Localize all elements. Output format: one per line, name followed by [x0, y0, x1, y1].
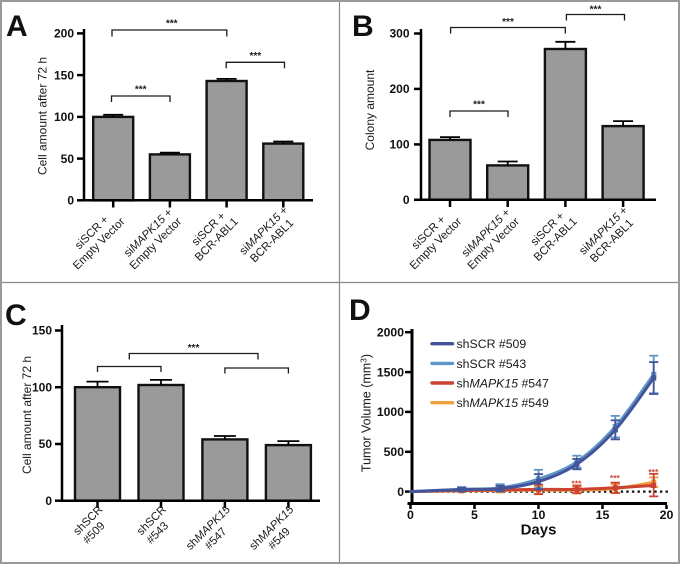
svg-text:D: D: [349, 294, 371, 327]
svg-text:***: ***: [502, 17, 514, 28]
svg-text:300: 300: [389, 27, 409, 41]
svg-text:0: 0: [407, 508, 414, 522]
svg-text:B: B: [352, 10, 374, 43]
svg-text:50: 50: [61, 152, 75, 166]
svg-text:15: 15: [596, 508, 610, 522]
svg-text:0: 0: [403, 193, 410, 207]
svg-text:***: ***: [648, 467, 659, 477]
svg-text:5: 5: [471, 508, 478, 522]
svg-text:***: ***: [610, 473, 621, 483]
svg-text:20: 20: [660, 508, 674, 522]
svg-text:50: 50: [39, 437, 53, 451]
svg-text:150: 150: [32, 324, 52, 338]
svg-text:A: A: [6, 10, 28, 43]
svg-text:Cell amount after 72 h: Cell amount after 72 h: [36, 57, 50, 175]
svg-text:100: 100: [389, 138, 409, 152]
svg-text:200: 200: [389, 82, 409, 96]
svg-text:***: ***: [166, 18, 178, 29]
svg-text:100: 100: [32, 380, 52, 394]
svg-text:***: ***: [188, 343, 200, 354]
svg-text:500: 500: [384, 445, 405, 459]
svg-text:2000: 2000: [377, 325, 404, 339]
svg-text:shSCR #543: shSCR #543: [457, 357, 527, 371]
svg-text:0: 0: [397, 485, 404, 499]
svg-text:C: C: [5, 299, 27, 332]
svg-text:***: ***: [590, 4, 602, 15]
svg-text:150: 150: [54, 68, 74, 82]
svg-text:100: 100: [54, 110, 74, 124]
svg-text:1500: 1500: [377, 365, 404, 379]
svg-text:200: 200: [54, 27, 74, 41]
svg-text:Tumor Volume (mm3): Tumor Volume (mm3): [359, 354, 374, 472]
svg-text:shMAPK15 #549: shMAPK15 #549: [457, 396, 549, 410]
svg-text:***: ***: [249, 51, 261, 62]
svg-text:Days: Days: [521, 522, 557, 539]
svg-text:1000: 1000: [377, 405, 404, 419]
svg-text:0: 0: [67, 194, 74, 208]
svg-text:***: ***: [473, 100, 485, 111]
svg-text:***: ***: [135, 85, 147, 96]
svg-text:Colony amount: Colony amount: [363, 69, 377, 150]
svg-text:0: 0: [45, 494, 52, 508]
svg-text:Cell amount after 72 h: Cell amount after 72 h: [20, 356, 34, 474]
svg-text:10: 10: [532, 508, 546, 522]
svg-text:shMAPK15 #547: shMAPK15 #547: [457, 376, 549, 390]
svg-text:***: ***: [572, 479, 583, 489]
svg-text:shSCR #509: shSCR #509: [457, 337, 527, 351]
